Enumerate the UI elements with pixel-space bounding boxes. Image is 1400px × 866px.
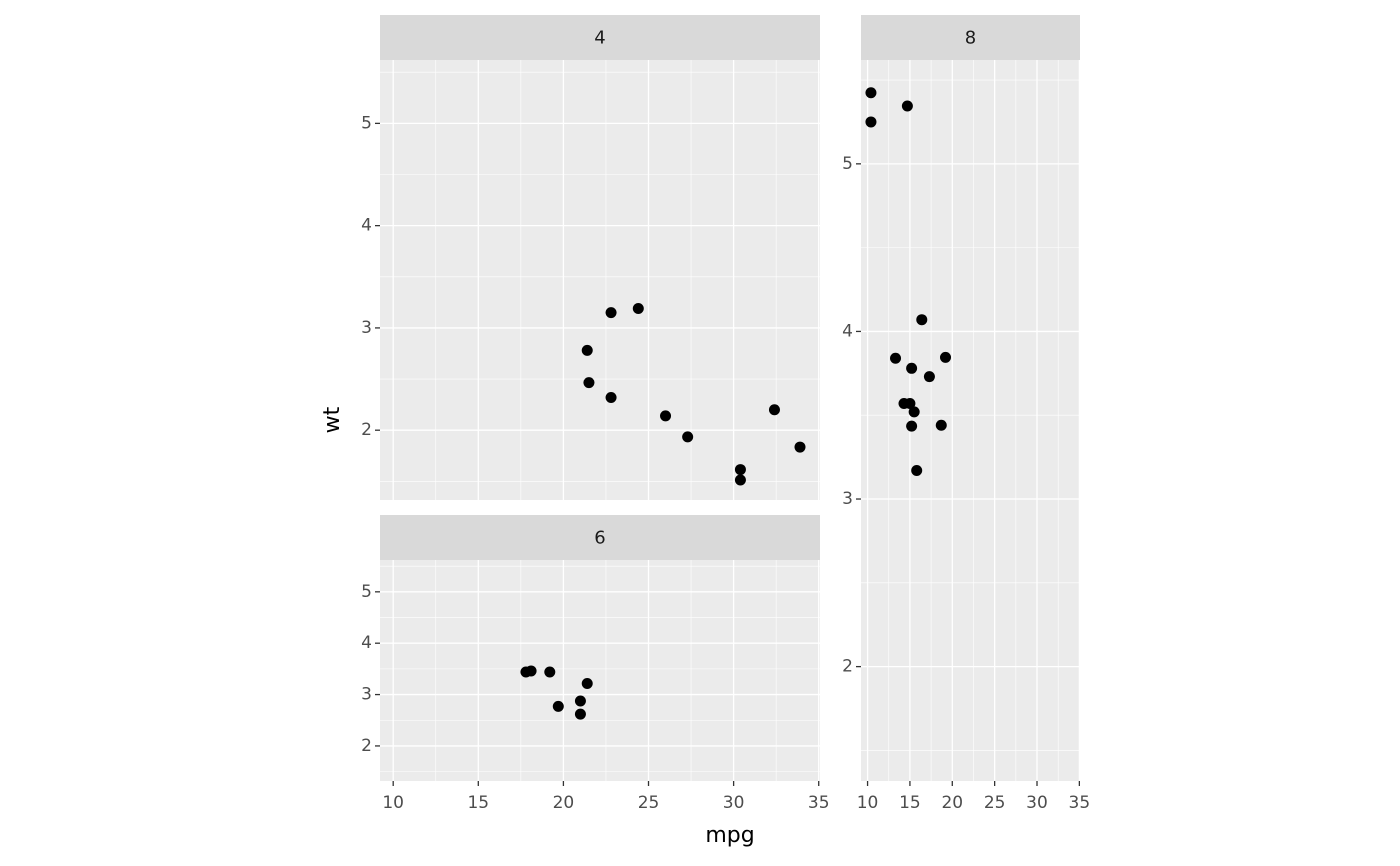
x-tick-label: 35 [1069, 793, 1091, 813]
point [734, 474, 746, 486]
point [935, 419, 947, 431]
x-tick-label: 10 [857, 793, 879, 813]
y-tick-label: 4 [361, 633, 372, 653]
strip [861, 15, 1080, 60]
y-tick-label: 2 [361, 420, 372, 440]
y-tick-label: 5 [842, 154, 853, 174]
point [583, 377, 595, 389]
point [574, 695, 586, 707]
point [906, 362, 918, 374]
y-tick-label: 5 [361, 113, 372, 133]
x-tick-label: 25 [638, 793, 660, 813]
point [890, 352, 902, 364]
point [794, 441, 806, 453]
point [605, 307, 617, 319]
point [660, 410, 672, 422]
point [865, 116, 877, 128]
point [632, 302, 644, 314]
point [520, 666, 532, 678]
x-tick-label: 15 [899, 793, 921, 813]
point [768, 404, 780, 416]
point [865, 87, 877, 99]
point [911, 465, 923, 477]
y-tick-label: 4 [842, 321, 853, 341]
y-tick-label: 3 [361, 318, 372, 338]
point [940, 351, 952, 363]
point [901, 100, 913, 112]
strip [380, 15, 820, 60]
point [734, 464, 746, 476]
point [544, 666, 556, 678]
x-axis-title: mpg [705, 823, 754, 848]
y-tick-label: 3 [842, 489, 853, 509]
y-tick-label: 3 [361, 685, 372, 705]
point [581, 344, 593, 356]
panel-background [380, 560, 820, 781]
point [574, 708, 586, 720]
point [552, 700, 564, 712]
point [923, 371, 935, 383]
panel-background [861, 60, 1080, 781]
point [682, 431, 694, 443]
y-tick-label: 5 [361, 582, 372, 602]
point [908, 406, 920, 418]
point [605, 391, 617, 403]
panel-background [380, 60, 820, 500]
x-tick-label: 10 [382, 793, 404, 813]
y-tick-label: 2 [842, 657, 853, 677]
strip-label: 4 [594, 28, 605, 49]
y-axis-title: wt [320, 406, 345, 433]
x-tick-label: 20 [553, 793, 575, 813]
x-tick-label: 30 [723, 793, 745, 813]
strip-label: 8 [965, 28, 976, 49]
strip [380, 515, 820, 560]
x-tick-label: 20 [941, 793, 963, 813]
point [904, 397, 916, 409]
y-tick-label: 4 [361, 216, 372, 236]
x-tick-label: 30 [1026, 793, 1048, 813]
x-tick-label: 25 [984, 793, 1006, 813]
point [581, 678, 593, 690]
point [916, 314, 928, 326]
point [906, 420, 918, 432]
y-tick-label: 2 [361, 736, 372, 756]
x-tick-label: 35 [808, 793, 830, 813]
strip-label: 6 [594, 528, 605, 549]
x-tick-label: 15 [467, 793, 489, 813]
